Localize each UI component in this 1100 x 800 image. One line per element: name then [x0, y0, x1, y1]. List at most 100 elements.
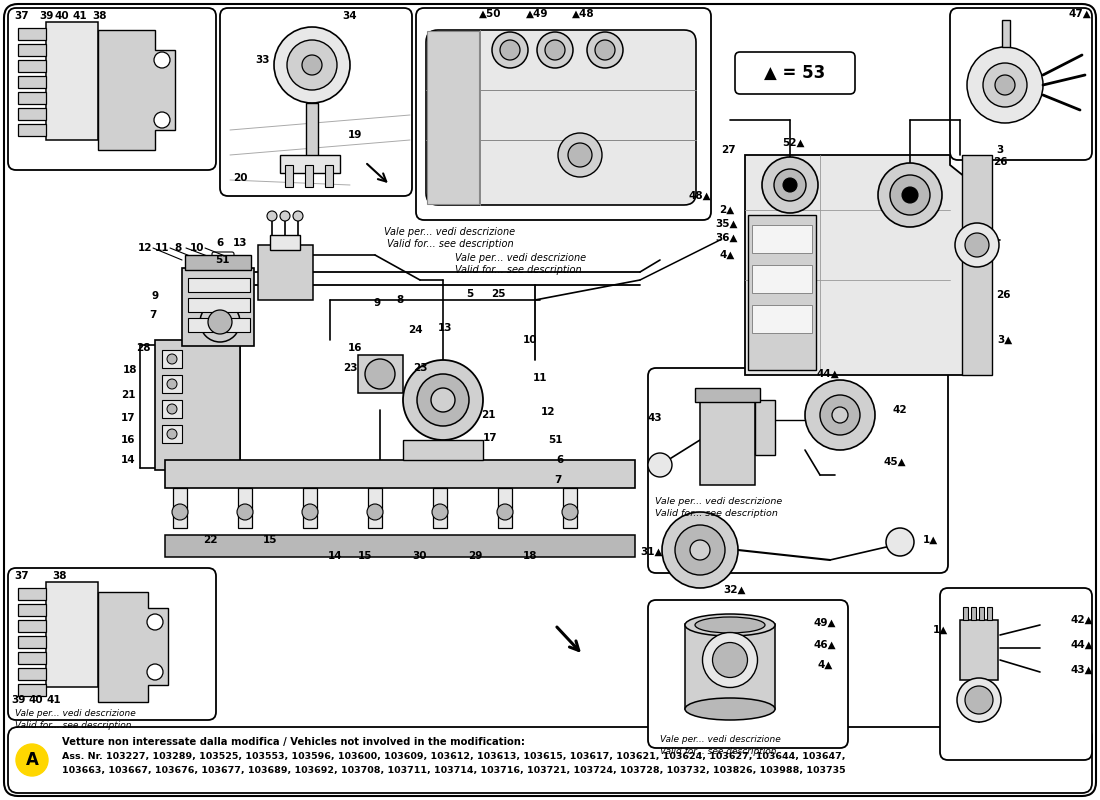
Text: 51: 51: [548, 435, 562, 445]
Text: 17: 17: [121, 413, 135, 423]
Text: 43▲: 43▲: [1070, 665, 1093, 675]
Circle shape: [967, 47, 1043, 123]
Circle shape: [147, 614, 163, 630]
Text: 29: 29: [468, 551, 482, 561]
Text: Vale per... vedi descrizione: Vale per... vedi descrizione: [654, 498, 782, 506]
Bar: [162, 400, 182, 418]
Text: 17: 17: [483, 433, 497, 443]
Bar: [162, 350, 182, 368]
Bar: [18, 124, 46, 136]
FancyBboxPatch shape: [940, 588, 1092, 760]
Text: 27: 27: [720, 145, 735, 155]
Bar: [18, 28, 46, 40]
Text: 9: 9: [152, 291, 158, 301]
Text: ▲48: ▲48: [572, 9, 594, 19]
Bar: [18, 588, 46, 600]
Circle shape: [432, 504, 448, 520]
Circle shape: [154, 112, 170, 128]
Text: 41: 41: [73, 11, 87, 21]
Text: 42: 42: [893, 405, 907, 415]
Text: 6: 6: [557, 455, 563, 465]
FancyBboxPatch shape: [8, 568, 216, 720]
Text: 4▲: 4▲: [719, 250, 735, 260]
Circle shape: [957, 678, 1001, 722]
Bar: [155, 340, 240, 470]
Bar: [46, 582, 98, 687]
Text: Vale per... vedi descrizione: Vale per... vedi descrizione: [455, 253, 586, 263]
Text: 8: 8: [175, 243, 182, 253]
Text: Vetture non interessate dalla modifica / Vehicles not involved in the modificati: Vetture non interessate dalla modifica /…: [62, 737, 525, 747]
Text: 40: 40: [55, 11, 69, 21]
Bar: [700, 395, 755, 485]
Text: 15: 15: [358, 551, 372, 561]
Bar: [752, 265, 812, 293]
Text: 11: 11: [155, 243, 169, 253]
Bar: [18, 44, 46, 56]
Circle shape: [500, 40, 520, 60]
Text: 24: 24: [408, 325, 422, 335]
Circle shape: [878, 163, 942, 227]
Bar: [258, 245, 314, 300]
Bar: [188, 278, 250, 292]
Text: 10: 10: [189, 243, 205, 253]
Ellipse shape: [703, 633, 758, 687]
Bar: [285, 165, 293, 187]
Text: Vale per... vedi descrizione: Vale per... vedi descrizione: [384, 227, 516, 237]
Ellipse shape: [695, 617, 764, 633]
Bar: [755, 400, 775, 455]
Circle shape: [662, 512, 738, 588]
Text: 11: 11: [532, 373, 548, 383]
Text: 4▲: 4▲: [817, 660, 833, 670]
Text: 38: 38: [92, 11, 108, 21]
Text: A: A: [25, 751, 39, 769]
Ellipse shape: [685, 614, 775, 636]
Text: 20: 20: [233, 173, 248, 183]
Text: Valid for... see description: Valid for... see description: [15, 722, 132, 730]
Circle shape: [996, 75, 1015, 95]
Bar: [182, 268, 254, 346]
Text: 15: 15: [263, 535, 277, 545]
Text: 45▲: 45▲: [883, 457, 906, 467]
Text: 26: 26: [992, 157, 1008, 167]
Circle shape: [403, 360, 483, 440]
Text: 46▲: 46▲: [814, 640, 836, 650]
Text: 33: 33: [255, 55, 271, 65]
Text: passionforparts.com: passionforparts.com: [280, 473, 700, 507]
Circle shape: [832, 407, 848, 423]
Text: Valid for... see description: Valid for... see description: [455, 265, 582, 275]
Circle shape: [537, 32, 573, 68]
Text: Valid for... see description: Valid for... see description: [654, 510, 778, 518]
Text: 14: 14: [121, 455, 135, 465]
Text: 39: 39: [39, 11, 53, 21]
Bar: [18, 92, 46, 104]
Bar: [270, 235, 300, 250]
Text: 10: 10: [522, 335, 537, 345]
Bar: [165, 535, 635, 557]
Circle shape: [805, 380, 874, 450]
Circle shape: [365, 359, 395, 389]
Bar: [695, 388, 760, 402]
FancyBboxPatch shape: [416, 8, 711, 220]
Text: Vale per... vedi descrizione: Vale per... vedi descrizione: [15, 710, 135, 718]
Text: 12: 12: [541, 407, 556, 417]
Circle shape: [172, 504, 188, 520]
Circle shape: [431, 388, 455, 412]
Text: 34: 34: [343, 11, 358, 21]
Circle shape: [154, 52, 170, 68]
Circle shape: [965, 233, 989, 257]
Text: 32▲: 32▲: [724, 585, 746, 595]
Bar: [962, 607, 968, 620]
Bar: [979, 607, 984, 620]
Text: 9: 9: [373, 298, 381, 308]
FancyBboxPatch shape: [735, 52, 855, 94]
Bar: [748, 215, 816, 370]
Circle shape: [167, 404, 177, 414]
Circle shape: [287, 40, 337, 90]
Circle shape: [208, 310, 232, 334]
Text: 28: 28: [135, 343, 151, 353]
Circle shape: [302, 504, 318, 520]
Circle shape: [587, 32, 623, 68]
Circle shape: [558, 133, 602, 177]
Bar: [358, 355, 403, 393]
Text: 35▲: 35▲: [716, 219, 738, 229]
